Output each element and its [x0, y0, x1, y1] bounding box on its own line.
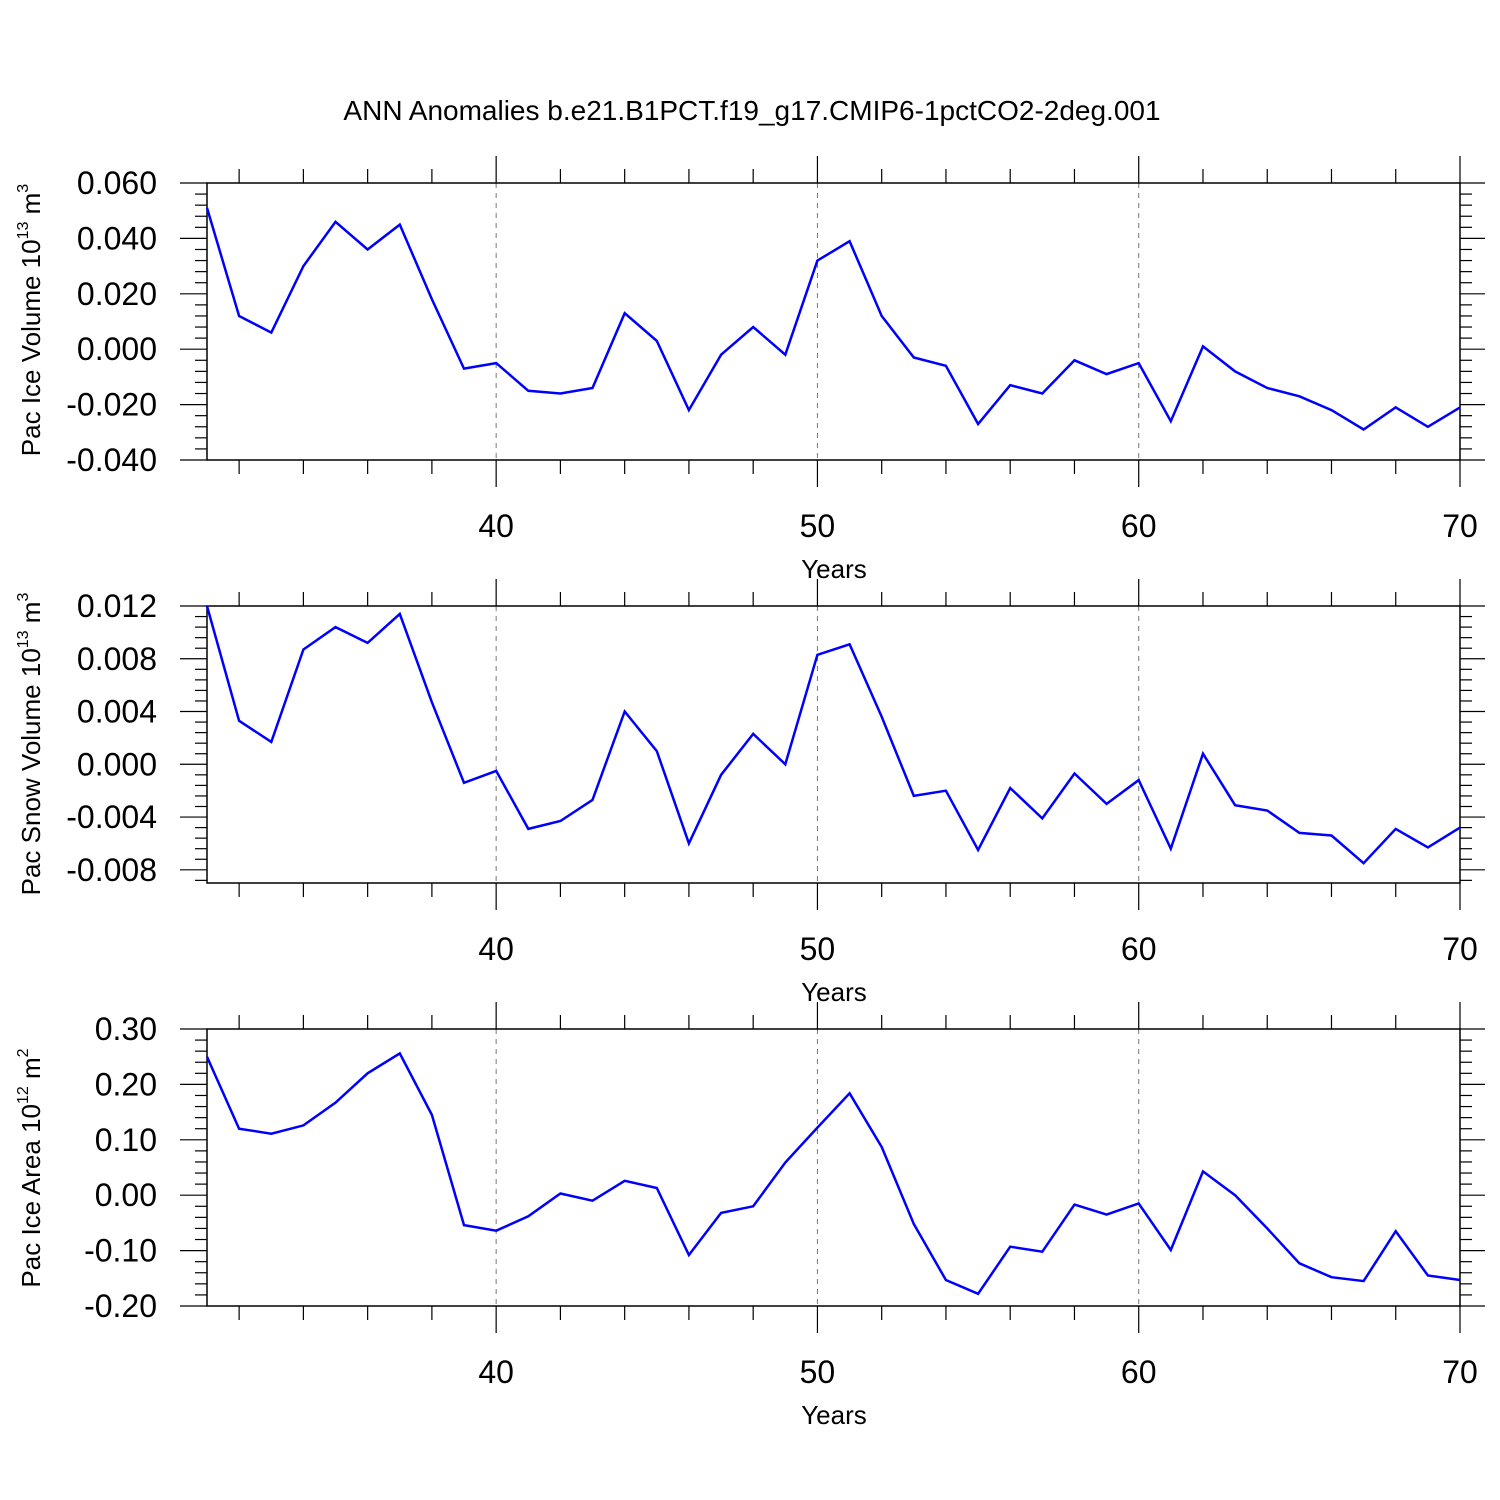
- x-tick-label: 50: [800, 508, 836, 544]
- panels: -0.040 -0.020 0.000 0.020 0.040 0.060 40 50 60 70…: [15, 156, 1485, 1430]
- x-tick-label: 70: [1442, 508, 1478, 544]
- y-tick-label: -0.10: [84, 1233, 157, 1269]
- y-tick-label: 0.008: [77, 641, 157, 677]
- y-tick-label: 0.040: [77, 220, 157, 256]
- x-tick-label: 40: [478, 508, 514, 544]
- x-tick-label: 40: [478, 931, 514, 967]
- x-axis-label: Years: [801, 1400, 867, 1430]
- y-tick-label: 0.060: [77, 165, 157, 201]
- y-tick-label: 0.012: [77, 588, 157, 624]
- x-tick-label: 60: [1121, 508, 1157, 544]
- y-tick-label: -0.008: [66, 852, 157, 888]
- y-tick-label: 0.020: [77, 276, 157, 312]
- y-tick-label: 0.20: [95, 1066, 157, 1102]
- y-tick-label: -0.20: [84, 1288, 157, 1324]
- x-tick-label: 50: [800, 931, 836, 967]
- x-tick-label: 40: [478, 1354, 514, 1390]
- chart-title: ANN Anomalies b.e21.B1PCT.f19_g17.CMIP6-…: [343, 95, 1160, 126]
- x-axis-label: Years: [801, 977, 867, 1007]
- y-tick-label: 0.00: [95, 1177, 157, 1213]
- y-tick-label: 0.30: [95, 1011, 157, 1047]
- x-tick-label: 60: [1121, 1354, 1157, 1390]
- x-axis-label: Years: [801, 554, 867, 584]
- x-tick-label: 70: [1442, 1354, 1478, 1390]
- panel-2: -0.008 -0.004 0.000 0.004 0.008 0.012 40 50 60 70…: [15, 579, 1485, 1007]
- plot-frame: [206, 182, 1461, 461]
- y-axis-label: Pac Ice Area 1012 m2: [15, 1048, 46, 1287]
- y-axis-label: Pac Ice Volume 1013 m3: [15, 184, 46, 457]
- series-line: [205, 1051, 1461, 1296]
- plot-frame: [206, 605, 1461, 884]
- series-line: [205, 207, 1461, 431]
- series-line: [205, 605, 1461, 865]
- x-tick-label: 60: [1121, 931, 1157, 967]
- y-tick-label: -0.020: [66, 387, 157, 423]
- x-tick-label: 50: [800, 1354, 836, 1390]
- plot-frame: [206, 1028, 1461, 1307]
- y-tick-label: 0.10: [95, 1122, 157, 1158]
- x-tick-label: 70: [1442, 931, 1478, 967]
- panel-3: -0.20 -0.10 0.00 0.10 0.20 0.30 40 50 60 70 Years P…: [15, 1002, 1485, 1430]
- y-tick-label: 0.004: [77, 694, 157, 730]
- panel-1: -0.040 -0.020 0.000 0.020 0.040 0.060 40 50 60 70…: [15, 156, 1485, 584]
- y-axis-label: Pac Snow Volume 1013 m3: [15, 593, 46, 896]
- y-tick-label: -0.004: [66, 799, 157, 835]
- y-tick-label: 0.000: [77, 746, 157, 782]
- y-tick-label: 0.000: [77, 331, 157, 367]
- y-tick-label: -0.040: [66, 442, 157, 478]
